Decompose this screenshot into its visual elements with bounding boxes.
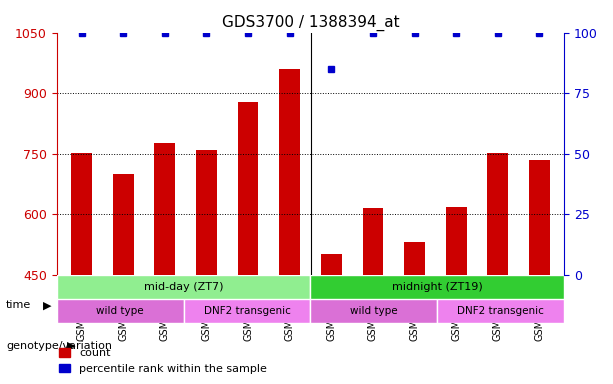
Bar (529, 160, 550, 275)
Bar (446, 207, 466, 275)
Text: wild type: wild type (96, 306, 144, 316)
Legend: count, percentile rank within the sample: count, percentile rank within the sample (55, 344, 272, 379)
FancyBboxPatch shape (56, 275, 311, 299)
Bar (404, 242, 425, 275)
Text: mid-day (ZT7): mid-day (ZT7) (144, 281, 223, 291)
FancyBboxPatch shape (183, 299, 311, 323)
Text: midnight (ZT19): midnight (ZT19) (392, 281, 483, 291)
Bar (280, 69, 300, 275)
FancyBboxPatch shape (56, 299, 183, 323)
Text: wild type: wild type (350, 306, 398, 316)
Bar (238, 102, 259, 275)
Bar (196, 149, 217, 275)
Text: ▶: ▶ (43, 300, 51, 310)
Text: time: time (6, 300, 31, 310)
FancyBboxPatch shape (438, 299, 565, 323)
FancyBboxPatch shape (311, 299, 438, 323)
Text: DNF2 transgenic: DNF2 transgenic (204, 306, 291, 316)
Bar (113, 174, 134, 275)
Bar (154, 144, 175, 275)
FancyBboxPatch shape (311, 275, 565, 299)
Bar (487, 153, 508, 275)
Text: ▶: ▶ (67, 341, 76, 351)
Title: GDS3700 / 1388394_at: GDS3700 / 1388394_at (222, 15, 399, 31)
Bar (362, 208, 383, 275)
Text: genotype/variation: genotype/variation (6, 341, 112, 351)
Bar (321, 254, 341, 275)
Text: DNF2 transgenic: DNF2 transgenic (457, 306, 544, 316)
Bar (71, 153, 92, 275)
